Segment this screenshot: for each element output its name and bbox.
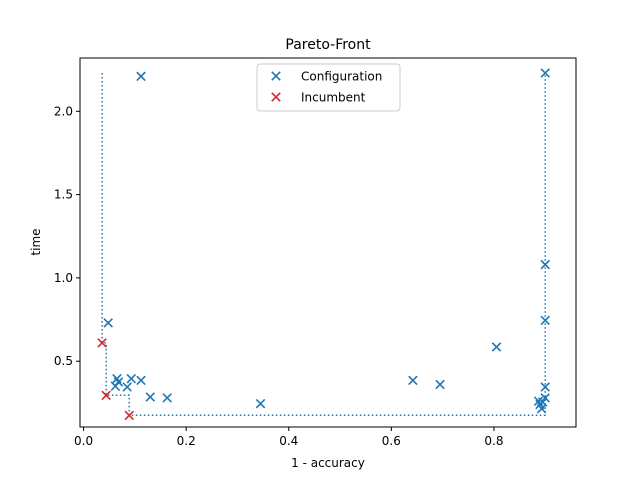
configuration-point	[408, 375, 418, 386]
configuration-point	[435, 379, 445, 390]
configuration-point	[136, 71, 146, 82]
y-axis-label: time	[29, 228, 43, 255]
legend-marker-incumbent	[271, 92, 281, 102]
axes-frame	[79, 57, 577, 428]
configuration-point	[540, 68, 550, 78]
incumbent-point	[97, 338, 107, 348]
y-axis-ticks: 0.5 1.0 1.5 2.0	[54, 104, 80, 368]
configuration-point	[126, 373, 137, 384]
y-tick-label: 0.5	[54, 354, 73, 368]
configuration-point	[540, 382, 550, 392]
x-tick-label: 0.4	[279, 434, 298, 448]
series-incumbent	[97, 338, 135, 421]
y-tick-label: 1.5	[54, 188, 73, 202]
x-tick-label: 0.2	[177, 434, 196, 448]
configuration-point	[122, 382, 132, 392]
configuration-point	[110, 381, 121, 391]
legend-marker-configuration	[271, 71, 281, 81]
x-tick-label: 0.6	[382, 434, 401, 448]
x-tick-label: 0.8	[484, 434, 503, 448]
incumbent-point	[124, 410, 135, 421]
configuration-point	[162, 393, 172, 403]
legend-box	[256, 63, 401, 112]
configuration-point	[103, 318, 113, 328]
configuration-point	[491, 342, 502, 352]
x-axis-label: 1 - accuracy	[291, 456, 365, 470]
legend: Configuration Incumbent	[256, 63, 401, 112]
configuration-point	[533, 396, 544, 406]
y-tick-label: 1.0	[54, 271, 73, 285]
configuration-point	[536, 403, 547, 414]
plot-area	[97, 68, 550, 421]
configuration-point	[255, 398, 266, 409]
x-axis-ticks: 0.0 0.2 0.4 0.6 0.8	[74, 427, 503, 448]
incumbent-point	[101, 390, 111, 401]
pareto-front-line	[101, 73, 546, 417]
configuration-point	[540, 315, 550, 326]
y-tick-label: 2.0	[54, 104, 73, 118]
x-tick-label: 0.0	[74, 434, 93, 448]
configuration-point	[145, 392, 156, 402]
chart-title: Pareto-Front	[285, 37, 371, 53]
legend-label-incumbent: Incumbent	[301, 91, 366, 105]
series-configuration	[103, 68, 550, 414]
configuration-point	[136, 375, 146, 386]
legend-label-configuration: Configuration	[301, 70, 382, 84]
configuration-point	[540, 259, 550, 270]
